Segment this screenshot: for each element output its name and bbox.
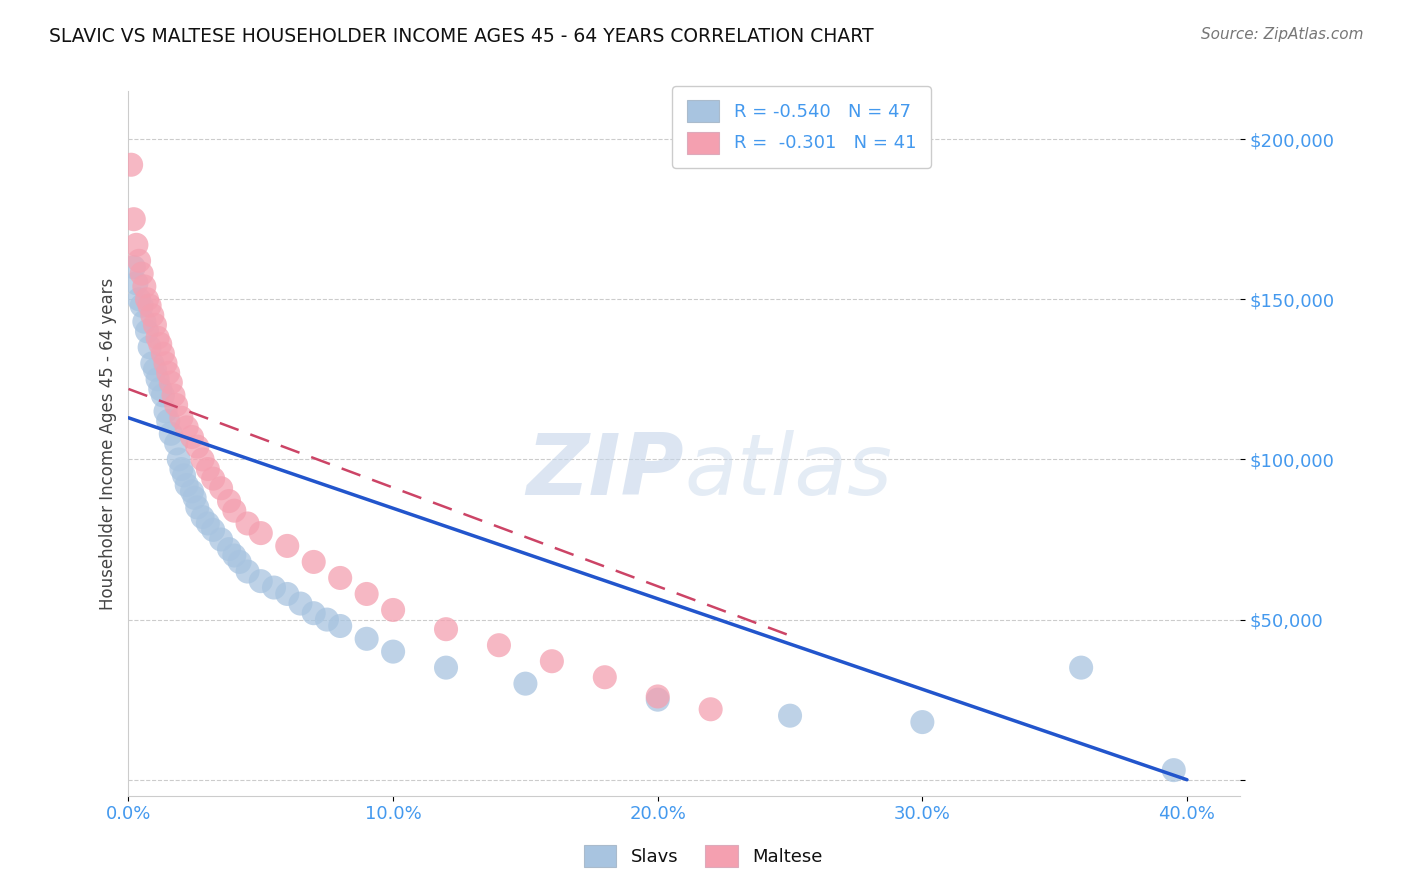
- Point: [157, 414, 180, 428]
- Point: [143, 318, 166, 332]
- Point: [167, 452, 190, 467]
- Point: [218, 494, 240, 508]
- Point: [224, 549, 246, 563]
- Point: [356, 632, 378, 646]
- Point: [125, 237, 148, 252]
- Point: [186, 440, 208, 454]
- Point: [183, 491, 205, 505]
- Point: [162, 388, 184, 402]
- Point: [141, 308, 163, 322]
- Point: [197, 516, 219, 531]
- Point: [165, 436, 187, 450]
- Text: Source: ZipAtlas.com: Source: ZipAtlas.com: [1201, 27, 1364, 42]
- Y-axis label: Householder Income Ages 45 - 64 years: Householder Income Ages 45 - 64 years: [100, 277, 117, 609]
- Point: [122, 260, 145, 275]
- Text: SLAVIC VS MALTESE HOUSEHOLDER INCOME AGES 45 - 64 YEARS CORRELATION CHART: SLAVIC VS MALTESE HOUSEHOLDER INCOME AGE…: [49, 27, 875, 45]
- Point: [152, 347, 174, 361]
- Point: [134, 315, 156, 329]
- Point: [488, 638, 510, 652]
- Point: [155, 356, 177, 370]
- Point: [131, 299, 153, 313]
- Point: [382, 603, 405, 617]
- Point: [125, 277, 148, 291]
- Point: [382, 645, 405, 659]
- Point: [228, 555, 250, 569]
- Legend: R = -0.540   N = 47, R =  -0.301   N = 41: R = -0.540 N = 47, R = -0.301 N = 41: [672, 86, 931, 168]
- Text: ZIP: ZIP: [527, 430, 685, 513]
- Point: [128, 293, 150, 307]
- Point: [149, 382, 172, 396]
- Point: [224, 504, 246, 518]
- Point: [122, 212, 145, 227]
- Point: [249, 526, 271, 541]
- Point: [146, 372, 169, 386]
- Point: [173, 468, 195, 483]
- Point: [249, 574, 271, 589]
- Point: [155, 404, 177, 418]
- Point: [316, 613, 339, 627]
- Point: [202, 472, 225, 486]
- Point: [515, 676, 537, 690]
- Point: [1070, 660, 1092, 674]
- Point: [170, 410, 193, 425]
- Point: [120, 158, 142, 172]
- Point: [276, 587, 298, 601]
- Point: [699, 702, 721, 716]
- Text: atlas: atlas: [685, 430, 893, 513]
- Point: [209, 481, 232, 495]
- Point: [302, 606, 325, 620]
- Point: [209, 533, 232, 547]
- Point: [356, 587, 378, 601]
- Point: [138, 340, 160, 354]
- Point: [329, 619, 352, 633]
- Point: [146, 331, 169, 345]
- Point: [165, 398, 187, 412]
- Point: [329, 571, 352, 585]
- Point: [647, 692, 669, 706]
- Point: [159, 376, 181, 390]
- Point: [236, 565, 259, 579]
- Point: [191, 510, 214, 524]
- Point: [218, 542, 240, 557]
- Point: [434, 660, 457, 674]
- Point: [181, 484, 204, 499]
- Point: [911, 715, 934, 730]
- Point: [170, 462, 193, 476]
- Point: [136, 293, 159, 307]
- Point: [186, 500, 208, 515]
- Point: [149, 337, 172, 351]
- Point: [263, 581, 285, 595]
- Point: [541, 654, 564, 668]
- Point: [176, 478, 198, 492]
- Legend: Slavs, Maltese: Slavs, Maltese: [576, 838, 830, 874]
- Point: [647, 690, 669, 704]
- Point: [302, 555, 325, 569]
- Point: [202, 523, 225, 537]
- Point: [191, 452, 214, 467]
- Point: [141, 356, 163, 370]
- Point: [1163, 763, 1185, 777]
- Point: [143, 363, 166, 377]
- Point: [176, 420, 198, 434]
- Point: [136, 324, 159, 338]
- Point: [181, 430, 204, 444]
- Point: [159, 426, 181, 441]
- Point: [138, 299, 160, 313]
- Point: [134, 279, 156, 293]
- Point: [434, 622, 457, 636]
- Point: [593, 670, 616, 684]
- Point: [152, 388, 174, 402]
- Point: [290, 597, 312, 611]
- Point: [128, 253, 150, 268]
- Point: [236, 516, 259, 531]
- Point: [779, 708, 801, 723]
- Point: [157, 366, 180, 380]
- Point: [276, 539, 298, 553]
- Point: [131, 267, 153, 281]
- Point: [197, 462, 219, 476]
